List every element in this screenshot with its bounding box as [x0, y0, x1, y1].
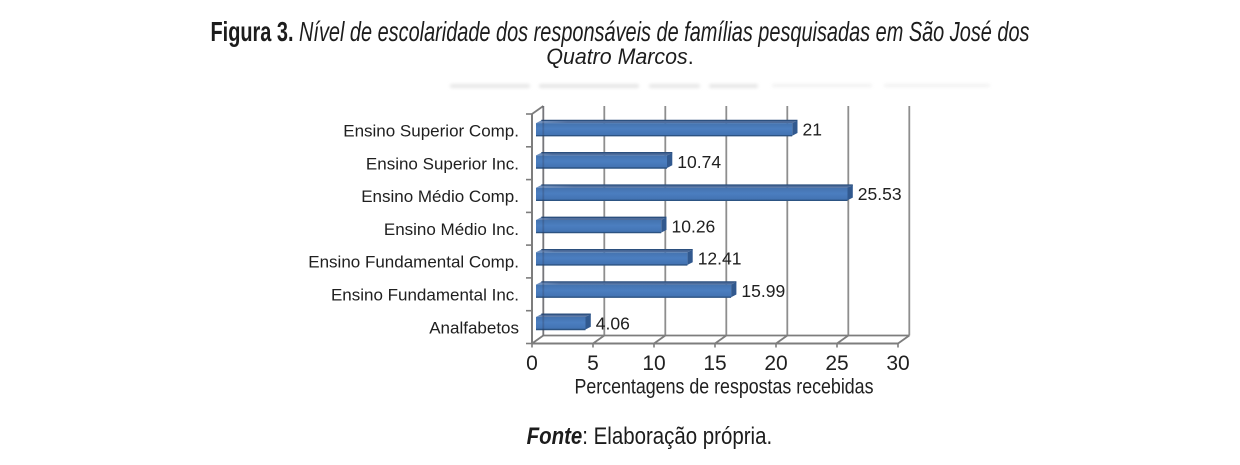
svg-text:10.74: 10.74 — [677, 152, 721, 172]
svg-text:Percentagens de respostas rece: Percentagens de respostas recebidas — [575, 376, 874, 399]
svg-text:12.41: 12.41 — [698, 249, 742, 269]
svg-text:21: 21 — [803, 120, 822, 140]
svg-text:Ensino Médio Inc.: Ensino Médio Inc. — [384, 220, 519, 239]
svg-text:25: 25 — [825, 352, 848, 375]
svg-text:5: 5 — [587, 352, 599, 375]
svg-text:Ensino Fundamental Inc.: Ensino Fundamental Inc. — [331, 286, 519, 305]
svg-text:30: 30 — [886, 352, 909, 375]
svg-text:4.06: 4.06 — [596, 313, 630, 333]
svg-text:15: 15 — [703, 352, 726, 375]
svg-text:Ensino Fundamental Comp.: Ensino Fundamental Comp. — [308, 253, 519, 272]
svg-text:20: 20 — [764, 352, 787, 375]
svg-text:Ensino Superior Comp.: Ensino Superior Comp. — [343, 122, 519, 141]
svg-text:25.53: 25.53 — [858, 184, 902, 204]
svg-text:10: 10 — [642, 352, 665, 375]
svg-text:15.99: 15.99 — [741, 281, 785, 301]
svg-text:Ensino Médio Comp.: Ensino Médio Comp. — [361, 187, 519, 206]
svg-text:10.26: 10.26 — [672, 216, 716, 236]
svg-text:0: 0 — [526, 352, 538, 375]
svg-text:Analfabetos: Analfabetos — [429, 318, 519, 337]
svg-text:Ensino Superior Inc.: Ensino Superior Inc. — [366, 154, 519, 173]
